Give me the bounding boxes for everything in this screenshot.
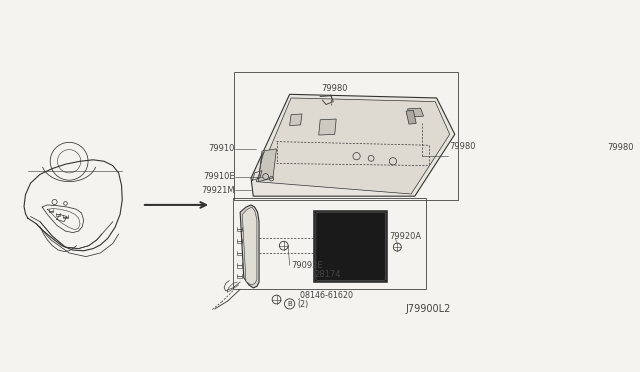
Polygon shape	[243, 207, 257, 285]
Text: 79092E: 79092E	[291, 261, 323, 270]
Text: 79980: 79980	[450, 142, 476, 151]
Polygon shape	[251, 94, 455, 196]
Text: 79910E: 79910E	[204, 172, 235, 181]
Text: J79900L2: J79900L2	[406, 304, 451, 314]
Text: 79980: 79980	[322, 84, 348, 93]
Text: 79921M: 79921M	[202, 186, 235, 195]
Polygon shape	[240, 205, 259, 288]
Polygon shape	[406, 110, 416, 124]
Text: ¸08146-61620
(2): ¸08146-61620 (2)	[297, 290, 354, 309]
Text: 79910: 79910	[209, 144, 235, 153]
FancyBboxPatch shape	[314, 211, 387, 282]
Text: 79920A: 79920A	[389, 232, 421, 241]
Polygon shape	[290, 114, 302, 126]
Text: 28174: 28174	[314, 270, 341, 279]
Text: 79980: 79980	[607, 143, 634, 152]
Polygon shape	[319, 119, 336, 135]
Polygon shape	[256, 98, 450, 194]
Polygon shape	[259, 149, 276, 182]
Polygon shape	[408, 108, 424, 117]
Text: B: B	[287, 301, 292, 307]
